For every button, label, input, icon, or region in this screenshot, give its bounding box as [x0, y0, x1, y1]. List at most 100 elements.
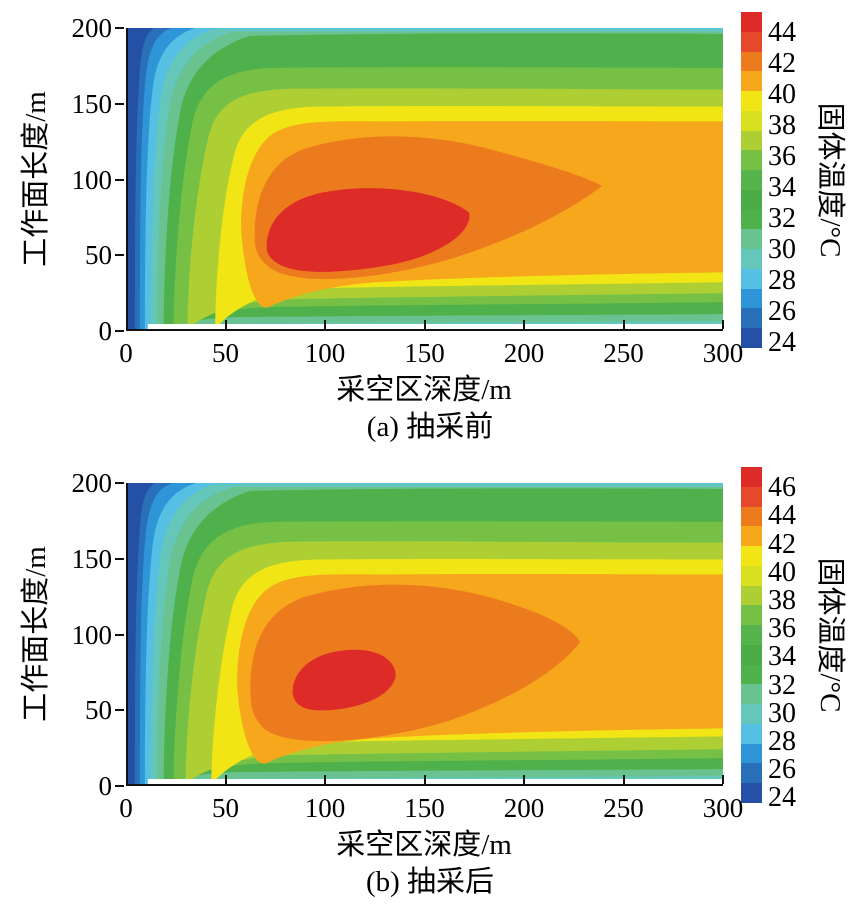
colorbar-tick-label: 40 — [768, 79, 796, 111]
y-tick-label: 100 — [71, 164, 113, 195]
contour-plot-b — [128, 483, 723, 784]
colorbar-segment — [741, 71, 762, 92]
colorbar-tick-label: 28 — [768, 725, 796, 757]
x-tick — [224, 320, 227, 329]
x-axis-title: 采空区深度/m — [336, 829, 512, 861]
colorbar-tick-label: 28 — [768, 265, 796, 297]
x-tick-label: 50 — [212, 793, 239, 823]
colorbar-segment — [741, 585, 762, 606]
colorbar-segment — [741, 743, 762, 764]
figure-b: 工作面长度/m 采空区深度/m (b) 抽采后 固体温度/°C 200 150 10… — [0, 455, 849, 905]
colorbar-segment — [741, 328, 762, 349]
y-tick-label: 150 — [71, 543, 113, 574]
y-tick — [115, 330, 124, 332]
y-tick — [115, 709, 124, 712]
y-tick — [115, 178, 124, 181]
x-tick-label: 200 — [503, 338, 545, 368]
colorbar-segment — [741, 506, 762, 527]
colorbar-segment — [741, 209, 762, 230]
subfigure-caption: (a) 抽采前 — [366, 411, 494, 443]
colorbar-segment — [741, 12, 762, 32]
x-tick-label: 250 — [603, 338, 644, 368]
colorbar-tick-label: 24 — [768, 782, 796, 814]
x-tick-label: 0 — [119, 793, 133, 823]
colorbar-segment — [741, 31, 762, 52]
x-tick — [722, 320, 724, 329]
y-tick — [115, 633, 124, 636]
colorbar-segment — [741, 268, 762, 289]
colorbar-segment — [741, 644, 762, 665]
y-tick — [115, 557, 124, 560]
x-tick — [224, 775, 227, 784]
x-tick — [622, 775, 625, 784]
colorbar-tick-label: 46 — [768, 472, 796, 504]
colorbar-tick-label: 38 — [768, 584, 796, 616]
colorbar-segment — [741, 684, 762, 705]
colorbar-tick-label: 42 — [768, 48, 796, 80]
y-tick-label: 0 — [98, 771, 113, 801]
colorbar-segment — [741, 249, 762, 269]
colorbar-segment — [741, 704, 762, 724]
plot-area-b — [126, 483, 723, 786]
x-tick-label: 100 — [304, 338, 346, 368]
x-tick-label: 0 — [119, 338, 133, 368]
x-tick — [423, 775, 426, 784]
colorbar-tick-label: 32 — [768, 669, 796, 701]
colorbar-segment — [741, 605, 762, 626]
colorbar-segment — [741, 467, 762, 487]
colorbar-segment — [741, 91, 762, 111]
x-tick — [722, 775, 724, 784]
colorbar-segment — [741, 189, 762, 210]
colorbar-segment — [741, 565, 762, 586]
x-tick-label: 250 — [603, 793, 644, 823]
colorbar-tick-label: 44 — [768, 17, 796, 49]
x-tick — [622, 320, 625, 329]
x-tick-label: 150 — [404, 338, 445, 368]
colorbar-tick-label: 40 — [768, 556, 796, 588]
colorbar-segment — [741, 783, 762, 804]
y-tick — [115, 482, 124, 484]
colorbar-title: 固体温度/°C — [814, 102, 846, 258]
x-tick-label: 100 — [304, 793, 346, 823]
colorbar-tick-label: 36 — [768, 613, 796, 645]
colorbar-tick-label: 30 — [768, 697, 796, 729]
colorbar-tick-label: 44 — [768, 500, 796, 532]
colorbar-segment — [741, 288, 762, 309]
colorbar-segment — [741, 546, 762, 566]
colorbar-segment — [741, 723, 762, 744]
y-tick-label: 100 — [71, 619, 113, 650]
colorbar-segment — [741, 170, 762, 190]
colorbar-segment — [741, 150, 762, 171]
y-tick-label: 50 — [85, 240, 112, 271]
colorbar-segment — [741, 625, 762, 645]
x-tick — [324, 320, 326, 329]
plot-area-a — [126, 28, 723, 331]
figure-a: 工作面长度/m 采空区深度/m (a) 抽采前 固体温度/°C 200 150 10… — [20, 12, 846, 443]
colorbar-segment — [741, 110, 762, 131]
colorbar-tick-label: 26 — [768, 296, 796, 328]
x-axis-title: 采空区深度/m — [336, 374, 512, 406]
contour-plot-a — [128, 28, 723, 329]
colorbar-tick-label: 24 — [768, 327, 796, 359]
colorbar-segment — [741, 664, 762, 685]
x-tick — [523, 320, 525, 329]
colorbar-segment — [741, 526, 762, 547]
x-tick — [423, 320, 426, 329]
colorbar-tick-label: 42 — [768, 528, 796, 560]
colorbar-tick-label: 38 — [768, 110, 796, 142]
colorbar-tick-label: 30 — [768, 234, 796, 266]
colorbar-segment — [741, 130, 762, 151]
colorbar-title: 固体温度/°C — [814, 557, 846, 713]
y-tick — [115, 785, 124, 787]
y-tick-label: 200 — [71, 468, 113, 498]
colorbar-tick-label: 34 — [768, 172, 796, 204]
colorbar-segment — [741, 51, 762, 72]
x-tick — [324, 775, 326, 784]
colorbar-segment — [741, 763, 762, 784]
colorbar-segment — [741, 308, 762, 329]
y-tick-label: 0 — [98, 316, 113, 346]
colorbar — [741, 467, 762, 804]
colorbar-segment — [741, 229, 762, 250]
y-tick — [115, 254, 124, 257]
colorbar-tick-label: 32 — [768, 203, 796, 235]
